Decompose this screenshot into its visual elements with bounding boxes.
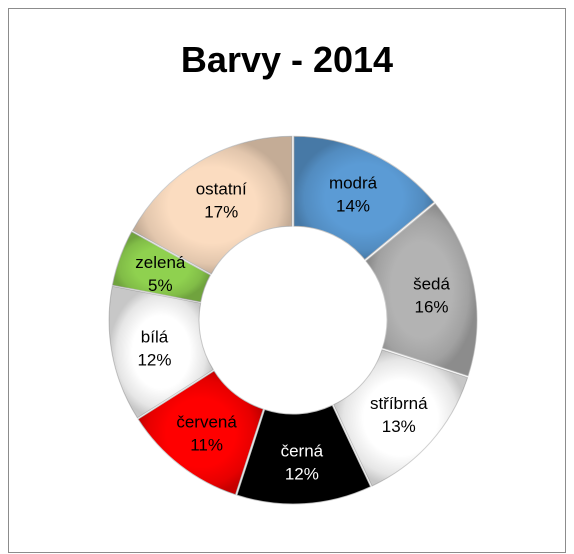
slice-percent: 17% [204, 203, 238, 222]
slice-percent: 12% [285, 465, 319, 484]
slice-shading [293, 136, 435, 260]
slice-shading [112, 231, 211, 303]
slice-label: červená [176, 412, 237, 431]
slice-shading [236, 405, 371, 504]
slice-percent: 13% [382, 417, 416, 436]
slice-label: šedá [413, 275, 450, 294]
slice-shading [109, 286, 214, 418]
slice-label: bílá [141, 327, 169, 346]
slice-percent: 16% [414, 298, 448, 317]
chart-title: Barvy - 2014 [180, 39, 394, 80]
slice-percent: 5% [148, 276, 173, 295]
slice-shading [333, 349, 468, 487]
slice-percent: 14% [336, 196, 370, 215]
slice-label: stříbrná [370, 394, 428, 413]
slice-shading [138, 370, 264, 495]
slice-label: modrá [329, 173, 378, 192]
slice-label: zelená [135, 253, 186, 272]
slice-label: černá [281, 442, 324, 461]
slice-percent: 12% [137, 350, 171, 369]
slice-label: ostatní [196, 180, 247, 199]
slice-shading [132, 136, 292, 274]
slice-shading [365, 203, 477, 376]
slice-percent: 11% [190, 435, 223, 454]
